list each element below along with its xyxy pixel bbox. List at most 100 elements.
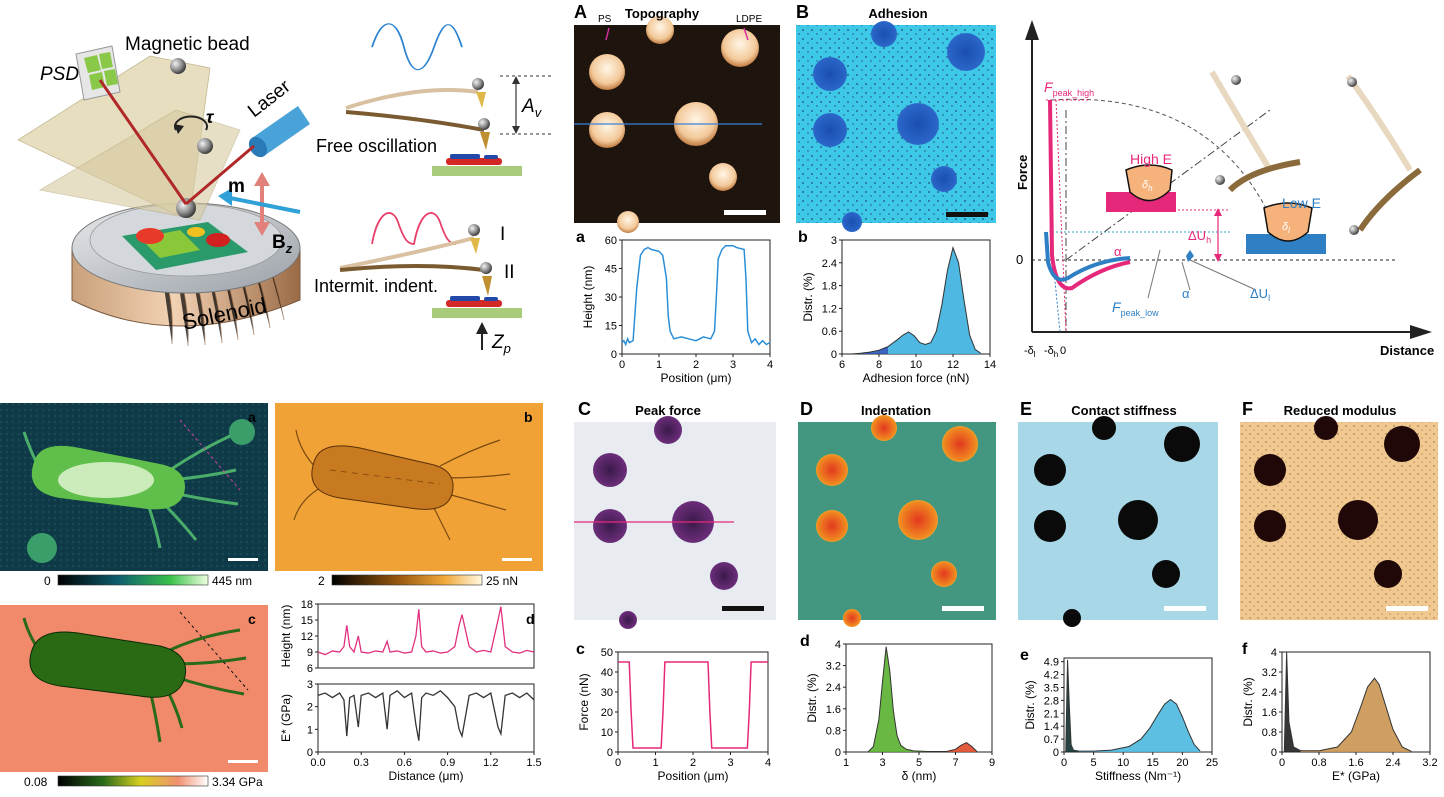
fpeak-low-label: Fpeak_low	[1112, 299, 1159, 318]
delta-u-h-label: ΔUh	[1188, 228, 1211, 245]
plot-frame	[317, 683, 535, 753]
y-tick-label: 1.6	[826, 704, 841, 716]
y-tick-label: 1.8	[822, 281, 837, 293]
area-segment	[1065, 659, 1079, 752]
x-axis-label: Position (μm)	[658, 769, 729, 783]
y-tick-label: 3.5	[1044, 682, 1059, 694]
y-tick-label: 0.8	[826, 725, 841, 737]
av-label: Av	[521, 96, 543, 120]
y-tick-label: 4	[1271, 647, 1277, 659]
intermittent-indentation-diagram	[339, 212, 522, 350]
x-tick-label: 1.5	[526, 757, 541, 769]
colorbar-modulus-max: 3.34 GPa	[212, 775, 263, 789]
y-tick-label: 0	[607, 747, 613, 759]
delta-l-label: δl	[1282, 221, 1290, 235]
y-tick-label: 45	[605, 264, 617, 276]
panel-letter-bacteria-a: a	[248, 409, 256, 425]
distribution-line	[1283, 651, 1412, 753]
x-tick-label: 3	[879, 757, 885, 769]
y-tick-label: 50	[601, 647, 613, 659]
chart-letter: d	[800, 633, 810, 650]
y-tick-label: 2.4	[826, 682, 841, 694]
x-tick-label: 0	[1061, 757, 1067, 769]
x-neg-h-label: -δh	[1044, 345, 1058, 359]
state-i-label: I	[500, 224, 505, 245]
panel-letter-E: E	[1020, 399, 1032, 419]
free-oscillation-diagram	[345, 23, 552, 176]
y-tick-label: 2.1	[1044, 708, 1059, 720]
y-tick-label: 6	[307, 663, 313, 675]
x-tick-label: 3	[730, 359, 736, 371]
ldpe-label: LDPE	[736, 14, 762, 25]
x-tick-label: 4	[765, 757, 771, 769]
y-tick-label: 0	[835, 747, 841, 759]
y-tick-label: 40	[601, 667, 613, 679]
indentation-title: Indentation	[861, 403, 931, 418]
solenoid-stage	[71, 202, 301, 347]
delta-u-l-label: ΔUl	[1250, 286, 1270, 303]
x-tick-label: 0.9	[440, 757, 455, 769]
chart-e: 0 5 10 15 20 25 00.71.42.12.83.54.24.9 Stiffnes…	[1020, 647, 1218, 783]
chart-letter: d	[526, 611, 535, 627]
x-tick-label: 6	[839, 359, 845, 371]
topography-title: Topography	[625, 6, 700, 21]
y-tick-label: 0	[307, 747, 313, 759]
chart-d: 1 3 5 7 9 0 0.8 1.6 2.4 3.2 4 δ (nm) Distr. (%) d	[800, 633, 995, 783]
y-tick-label: 4.9	[1044, 657, 1059, 669]
chart-letter: a	[576, 229, 585, 246]
x-tick-label: 15	[1147, 757, 1159, 769]
chart-f: 0 0.8 1.6 2.4 3.2 0 0.8 1.6 2.4 3.2 4 E* (GPa) Distr…	[1241, 641, 1438, 783]
chart-letter: e	[1020, 647, 1029, 664]
y-axis-label: E* (GPa)	[279, 694, 293, 742]
topography-map: PS LDPE	[574, 14, 780, 233]
x-tick-label: 1	[656, 359, 662, 371]
y-tick-label: 20	[601, 707, 613, 719]
bz-label: Bz	[272, 232, 293, 256]
y-axis-label: Distr. (%)	[1241, 677, 1255, 726]
y-tick-label: 1.2	[822, 303, 837, 315]
y-tick-label: 2.4	[1262, 687, 1277, 699]
colorbar-height-min: 0	[44, 574, 51, 588]
area-segment	[928, 742, 978, 752]
colorbar-height-max: 445 nm	[212, 574, 252, 588]
x-tick-label: 1	[652, 757, 658, 769]
peak-force-title: Peak force	[635, 403, 701, 418]
y-axis-label: Height (nm)	[581, 266, 595, 329]
intermit-indent-label: Intermit. indent.	[314, 276, 438, 296]
distance-axis-label: Distance	[1380, 343, 1434, 358]
x-tick-label: 0	[1279, 757, 1285, 769]
x-tick-label: 20	[1176, 757, 1188, 769]
area-segment	[1300, 678, 1412, 752]
force-axis-label: Force	[1015, 155, 1030, 190]
y-tick-label: 4	[835, 639, 841, 651]
contact-stiffness-title: Contact stiffness	[1071, 403, 1176, 418]
x-tick-label: 2	[690, 757, 696, 769]
colorbar-adhesion-min: 2	[318, 574, 325, 588]
fpeak-high-label: Fpeak_high	[1044, 79, 1094, 98]
panel-letter-D: D	[800, 399, 813, 419]
x-tick-label: 8	[876, 359, 882, 371]
x-neg-l-label: -δl	[1024, 345, 1036, 359]
reduced-modulus-map	[1240, 416, 1438, 620]
x-tick-label: 1.2	[483, 757, 498, 769]
distribution-line	[851, 245, 982, 355]
height-profile-line	[317, 606, 535, 656]
force-zero-label: 0	[1016, 252, 1023, 267]
alpha-high-label: α	[1114, 244, 1122, 259]
y-axis-label: Distr. (%)	[1023, 680, 1037, 729]
x-tick-label: 9	[989, 757, 995, 769]
x-tick-label: 0.3	[354, 757, 369, 769]
x-tick-label: 1	[843, 757, 849, 769]
low-e-label: Low E	[1282, 195, 1321, 211]
y-axis-label: Force (nN)	[577, 673, 591, 730]
x-tick-label: 2.4	[1385, 757, 1400, 769]
x-tick-label: 7	[952, 757, 958, 769]
y-axis-label: Distr. (%)	[805, 673, 819, 722]
panel-letter-F: F	[1242, 399, 1253, 419]
y-tick-label: 0	[1271, 747, 1277, 759]
adhesion-title: Adhesion	[868, 6, 927, 21]
y-tick-label: 0.6	[822, 326, 837, 338]
x-axis-label: E* (GPa)	[1332, 769, 1380, 783]
